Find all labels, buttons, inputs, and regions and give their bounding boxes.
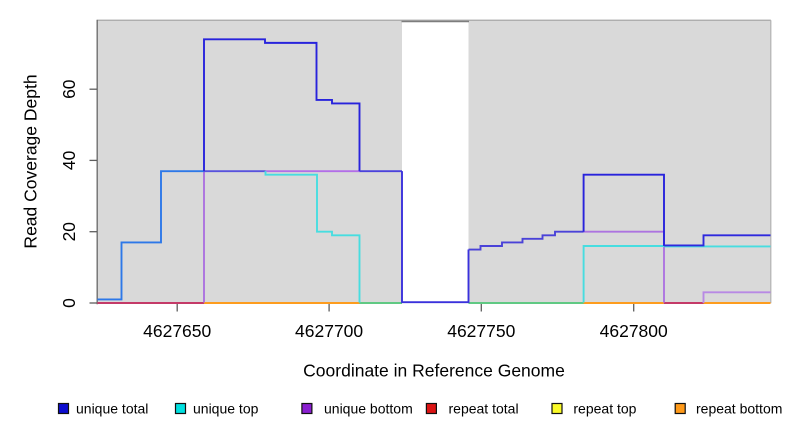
svg-text:Coordinate in Reference Genome: Coordinate in Reference Genome bbox=[303, 361, 565, 381]
svg-text:20: 20 bbox=[59, 222, 79, 242]
svg-text:repeat bottom: repeat bottom bbox=[696, 401, 782, 417]
svg-text:4627700: 4627700 bbox=[295, 321, 363, 341]
svg-text:Read Coverage Depth: Read Coverage Depth bbox=[21, 74, 41, 248]
svg-text:0: 0 bbox=[59, 298, 79, 308]
svg-text:unique bottom: unique bottom bbox=[324, 401, 413, 417]
svg-text:40: 40 bbox=[59, 150, 79, 170]
svg-text:4627800: 4627800 bbox=[600, 321, 668, 341]
svg-text:4627750: 4627750 bbox=[447, 321, 515, 341]
svg-text:repeat total: repeat total bbox=[449, 401, 519, 417]
svg-text:4627650: 4627650 bbox=[143, 321, 211, 341]
svg-text:unique total: unique total bbox=[76, 401, 148, 417]
svg-text:unique top: unique top bbox=[193, 401, 259, 417]
svg-text:repeat top: repeat top bbox=[573, 401, 636, 417]
svg-text:60: 60 bbox=[59, 79, 79, 99]
